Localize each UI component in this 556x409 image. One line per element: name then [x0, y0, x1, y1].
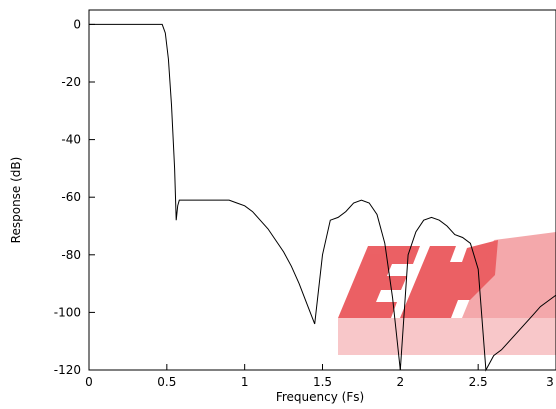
- y-tick-label: -20: [61, 75, 81, 89]
- plot-frame: [88, 9, 556, 371]
- x-tick-label: 1.5: [313, 375, 332, 389]
- y-tick-label: -40: [61, 133, 81, 147]
- x-tick-label: 0: [85, 375, 93, 389]
- x-tick-label: 1: [241, 375, 249, 389]
- y-tick-label: -120: [54, 363, 81, 377]
- y-axis-title: Response (dB): [9, 157, 23, 244]
- x-tick-label: 2.5: [469, 375, 488, 389]
- x-axis-title: Frequency (Fs): [276, 390, 364, 404]
- x-tick-label: 0.5: [157, 375, 176, 389]
- x-tick-label: 3: [546, 375, 554, 389]
- watermark-logo: [338, 232, 556, 355]
- y-tick-label: -60: [61, 190, 81, 204]
- x-axis-ticks: 0 0.5 1 1.5 2 2.5 3: [85, 364, 556, 389]
- y-tick-label: 0: [73, 17, 81, 31]
- y-tick-label: -80: [61, 248, 81, 262]
- x-tick-label: 2: [397, 375, 405, 389]
- y-axis-ticks: 0 -20 -40 -60 -80 -100 -120: [54, 17, 95, 377]
- y-tick-label: -100: [54, 305, 81, 319]
- response-line: [89, 23, 556, 372]
